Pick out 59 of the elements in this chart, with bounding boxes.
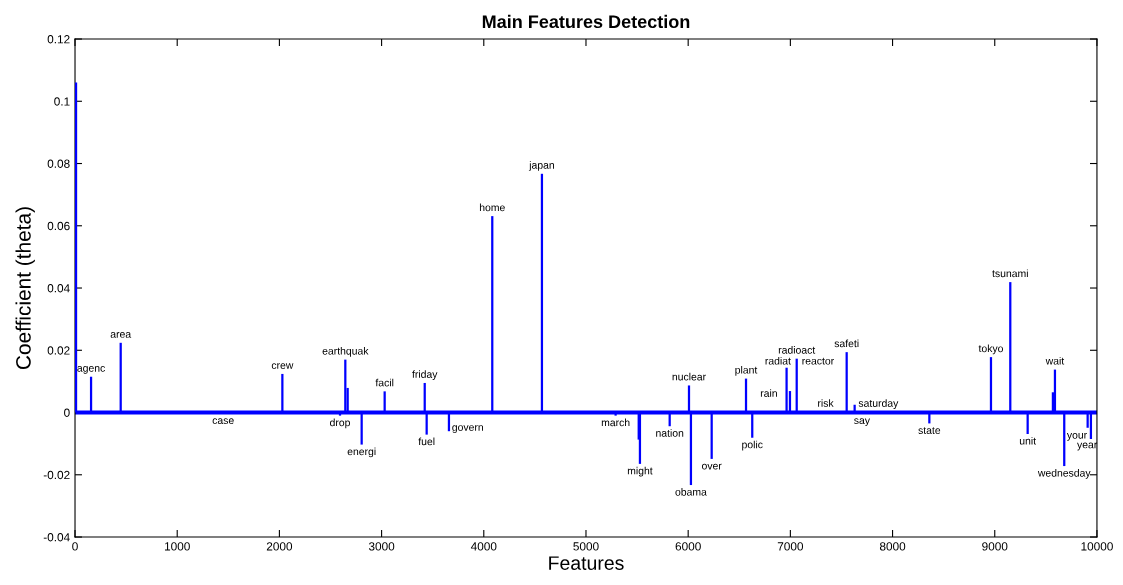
x-tick-label: 2000 [266,542,293,551]
annotation: obama [675,487,707,496]
annotation: over [701,463,722,470]
annotation: japan [528,161,554,171]
y-tick-label: 0.06 [47,221,70,231]
x-tick-label: 7000 [777,542,804,551]
y-tick-label: 0 [64,408,70,417]
annotation: wait [1045,356,1065,365]
x-tick-label: 5000 [573,542,599,551]
x-axis-title: Features [549,556,624,570]
annotation: friday [412,370,438,381]
annotation: home [479,203,505,212]
annotation: radioact [778,346,816,354]
x-tick-label: 3000 [368,542,395,551]
annotation: polic [742,440,763,451]
annotation: wednesday [1037,468,1091,479]
annotation: risk [818,399,834,407]
annotation: case [212,418,234,425]
annotation: tsunami [992,269,1028,278]
x-tick-label: 1000 [164,542,190,551]
annotation: facil [375,378,394,387]
annotation: saturday [858,399,899,409]
y-tick-label: 0.1 [54,97,70,106]
annotation: say [854,418,870,427]
annotation: state [918,427,941,434]
annotation: radiat [765,356,791,365]
annotation: govern [452,425,483,433]
y-tick-label: 0.12 [47,35,70,44]
y-tick-label: 0.08 [47,159,70,168]
annotation: rain [760,389,777,397]
annotation: march [601,418,630,427]
annotation: drop [330,418,350,429]
annotation: tokyo [978,344,1003,355]
annotation: plant [735,365,758,376]
annotation: your [1066,432,1087,441]
annotation: unit [1019,436,1036,445]
annotation: earthquak [322,346,369,357]
annotation: crew [271,363,294,369]
y-tick-label: 0.02 [47,346,70,355]
chart-title: Main Features Detection [482,14,690,29]
x-tick-label: 4000 [470,542,497,551]
y-tick-label: 0.04 [47,284,70,293]
x-tick-label: 6000 [675,542,701,551]
y-tick-label: -0.04 [43,533,70,542]
annotation: energi [347,447,376,458]
x-tick-label: 8000 [879,542,906,551]
annotation: fuel [418,437,435,446]
x-tick-label: 10000 [1081,542,1113,551]
x-tick-label: 9000 [982,542,1008,551]
annotation: reactor [802,357,834,365]
y-axis-title: Coefficient (theta) [15,207,35,369]
annotation: safeti [834,339,859,348]
annotation: nation [656,429,684,437]
annotation: nuclear [672,372,706,381]
annotation: might [627,466,653,477]
annotation: area [110,332,132,338]
y-tick-label: -0.02 [43,470,70,480]
x-tick-label: 0 [72,542,78,551]
annotation: agenc [77,366,105,374]
